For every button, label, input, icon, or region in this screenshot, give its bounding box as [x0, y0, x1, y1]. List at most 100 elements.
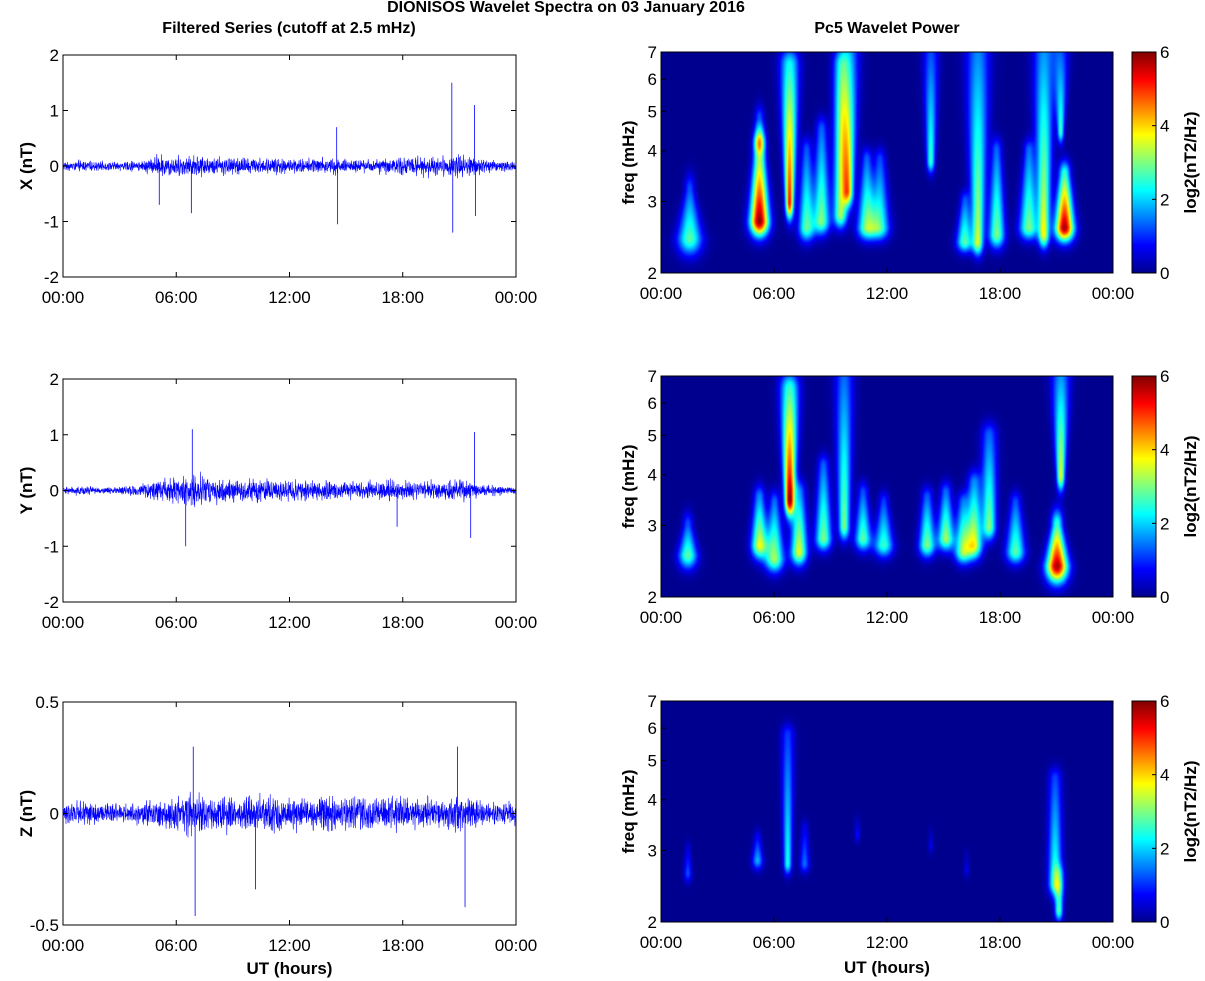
- y-tick-label: 7: [648, 43, 657, 62]
- colorbar-tick-label: 0: [1160, 913, 1169, 932]
- y-series-panel: -2 -1 0 1 2 00:00 06:00 12:00 18:00 00:00 Y (nT): [17, 370, 537, 632]
- x-tick-label: 06:00: [155, 613, 198, 632]
- colorbar-tick-label: 0: [1160, 264, 1169, 283]
- colorbar-tick-label: 4: [1160, 441, 1169, 460]
- y-wavelet-panel: 2 3 4 5 6 7 00:00 06:00 12:00 18:00 00:00 freq (mHz…: [619, 367, 1200, 627]
- colorbar-tick-label: 6: [1160, 43, 1169, 62]
- colorbar-tick-label: 4: [1160, 117, 1169, 136]
- x-tick-label: 00:00: [42, 613, 85, 632]
- x-tick-label: 12:00: [866, 284, 909, 303]
- x-tick-label: 00:00: [42, 288, 85, 307]
- x-tick-label: 06:00: [753, 284, 796, 303]
- y-axis-label: freq (mHz): [619, 120, 638, 204]
- colorbar-tick-label: 2: [1160, 190, 1169, 209]
- y-tick-label: 3: [648, 516, 657, 535]
- colorbar-label: log2(nT2/Hz): [1181, 112, 1200, 214]
- y-tick-label: 5: [648, 102, 657, 121]
- y-tick-label: -2: [44, 268, 59, 287]
- y-tick-label: 1: [50, 102, 59, 121]
- colorbar-tick-label: 4: [1160, 766, 1169, 785]
- y-tick-label: 0: [50, 805, 59, 824]
- x-tick-label: 00:00: [640, 284, 683, 303]
- y-axis-label: freq (mHz): [619, 444, 638, 528]
- x-tick-label: 06:00: [155, 288, 198, 307]
- y-tick-label: 2: [648, 913, 657, 932]
- x-axis-label: UT (hours): [844, 958, 930, 977]
- y-tick-label: -0.5: [30, 916, 59, 935]
- y-tick-label: 4: [648, 142, 657, 161]
- colorbar: [1131, 51, 1157, 274]
- series-line: [62, 153, 517, 179]
- x-tick-label: 00:00: [1092, 284, 1135, 303]
- y-tick-label: 0: [50, 482, 59, 501]
- x-tick-label: 00:00: [1092, 608, 1135, 627]
- colorbar: [1131, 700, 1157, 923]
- x-tick-label: 00:00: [1092, 933, 1135, 952]
- y-tick-label: 7: [648, 367, 657, 386]
- y-axis-label: X (nT): [17, 142, 36, 190]
- colorbar-tick-label: 2: [1160, 514, 1169, 533]
- x-wavelet-panel: 2 3 4 5 6 7 00:00 06:00 12:00 18:00 00:00 freq (mHz…: [619, 43, 1200, 303]
- y-tick-label: 3: [648, 841, 657, 860]
- y-tick-label: -2: [44, 593, 59, 612]
- y-tick-label: 5: [648, 751, 657, 770]
- z-series-panel: -0.5 0 0.5 00:00 06:00 12:00 18:00 00:00 Z (nT) U…: [17, 693, 537, 978]
- z-wavelet-panel: 2 3 4 5 6 7 00:00 06:00 12:00 18:00 00:00 freq (mHz…: [619, 692, 1200, 977]
- x-tick-label: 06:00: [753, 608, 796, 627]
- colorbar-label: log2(nT2/Hz): [1181, 761, 1200, 863]
- y-tick-label: -1: [44, 537, 59, 556]
- x-tick-label: 00:00: [42, 936, 85, 955]
- colorbar-tick-label: 2: [1160, 839, 1169, 858]
- y-tick-label: 4: [648, 466, 657, 485]
- x-tick-label: 12:00: [268, 936, 311, 955]
- y-tick-label: 0.5: [35, 693, 59, 712]
- spectrogram-image: [661, 376, 1113, 597]
- y-tick-label: 6: [648, 70, 657, 89]
- x-tick-label: 12:00: [268, 288, 311, 307]
- x-tick-label: 12:00: [866, 933, 909, 952]
- y-tick-label: 0: [50, 157, 59, 176]
- x-axis-label: UT (hours): [247, 959, 333, 978]
- x-tick-label: 18:00: [979, 608, 1022, 627]
- y-tick-label: 1: [50, 426, 59, 445]
- figure-title: DIONISOS Wavelet Spectra on 03 January 2…: [387, 0, 745, 16]
- y-axis-label: freq (mHz): [619, 769, 638, 853]
- x-tick-label: 06:00: [155, 936, 198, 955]
- spectrogram-image: [661, 52, 1113, 273]
- x-tick-label: 06:00: [753, 933, 796, 952]
- x-tick-label: 12:00: [268, 613, 311, 632]
- x-tick-label: 18:00: [979, 933, 1022, 952]
- colorbar-tick-label: 0: [1160, 588, 1169, 607]
- y-tick-label: 4: [648, 791, 657, 810]
- y-tick-label: 2: [648, 588, 657, 607]
- x-tick-label: 00:00: [495, 613, 538, 632]
- y-tick-label: 6: [648, 719, 657, 738]
- colorbar-label: log2(nT2/Hz): [1181, 436, 1200, 538]
- y-axis-label: Y (nT): [17, 467, 36, 515]
- y-tick-label: 3: [648, 192, 657, 211]
- x-tick-label: 00:00: [640, 608, 683, 627]
- spectrogram-image: [661, 701, 1113, 922]
- y-tick-label: 6: [648, 394, 657, 413]
- left-column-title: Filtered Series (cutoff at 2.5 mHz): [162, 20, 415, 37]
- x-tick-label: 00:00: [495, 288, 538, 307]
- x-tick-label: 18:00: [381, 936, 424, 955]
- x-tick-label: 18:00: [381, 288, 424, 307]
- colorbar-tick-label: 6: [1160, 692, 1169, 711]
- x-tick-label: 00:00: [495, 936, 538, 955]
- series-line: [62, 791, 517, 838]
- x-tick-label: 12:00: [866, 608, 909, 627]
- x-tick-label: 00:00: [640, 933, 683, 952]
- colorbar: [1131, 375, 1157, 598]
- y-tick-label: -1: [44, 213, 59, 232]
- colorbar-tick-label: 6: [1160, 367, 1169, 386]
- y-axis-label: Z (nT): [17, 790, 36, 837]
- y-tick-label: 5: [648, 426, 657, 445]
- x-tick-label: 18:00: [381, 613, 424, 632]
- x-series-panel: -2 -1 0 1 2 00:00 06:00 12:00 18:00 00:00 X (nT): [17, 46, 537, 307]
- y-tick-label: 2: [50, 370, 59, 389]
- right-column-title: Pc5 Wavelet Power: [814, 20, 959, 37]
- x-tick-label: 18:00: [979, 284, 1022, 303]
- y-tick-label: 2: [50, 46, 59, 65]
